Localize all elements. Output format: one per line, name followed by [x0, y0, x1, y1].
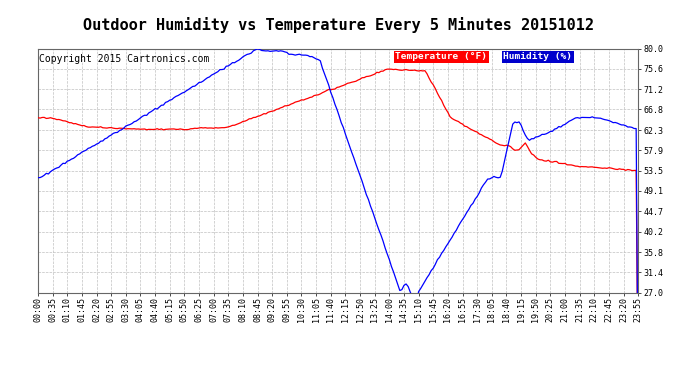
Text: Humidity (%): Humidity (%)	[503, 53, 572, 62]
Text: Copyright 2015 Cartronics.com: Copyright 2015 Cartronics.com	[39, 54, 210, 64]
Text: Outdoor Humidity vs Temperature Every 5 Minutes 20151012: Outdoor Humidity vs Temperature Every 5 …	[83, 17, 593, 33]
Text: Temperature (°F): Temperature (°F)	[395, 53, 487, 62]
